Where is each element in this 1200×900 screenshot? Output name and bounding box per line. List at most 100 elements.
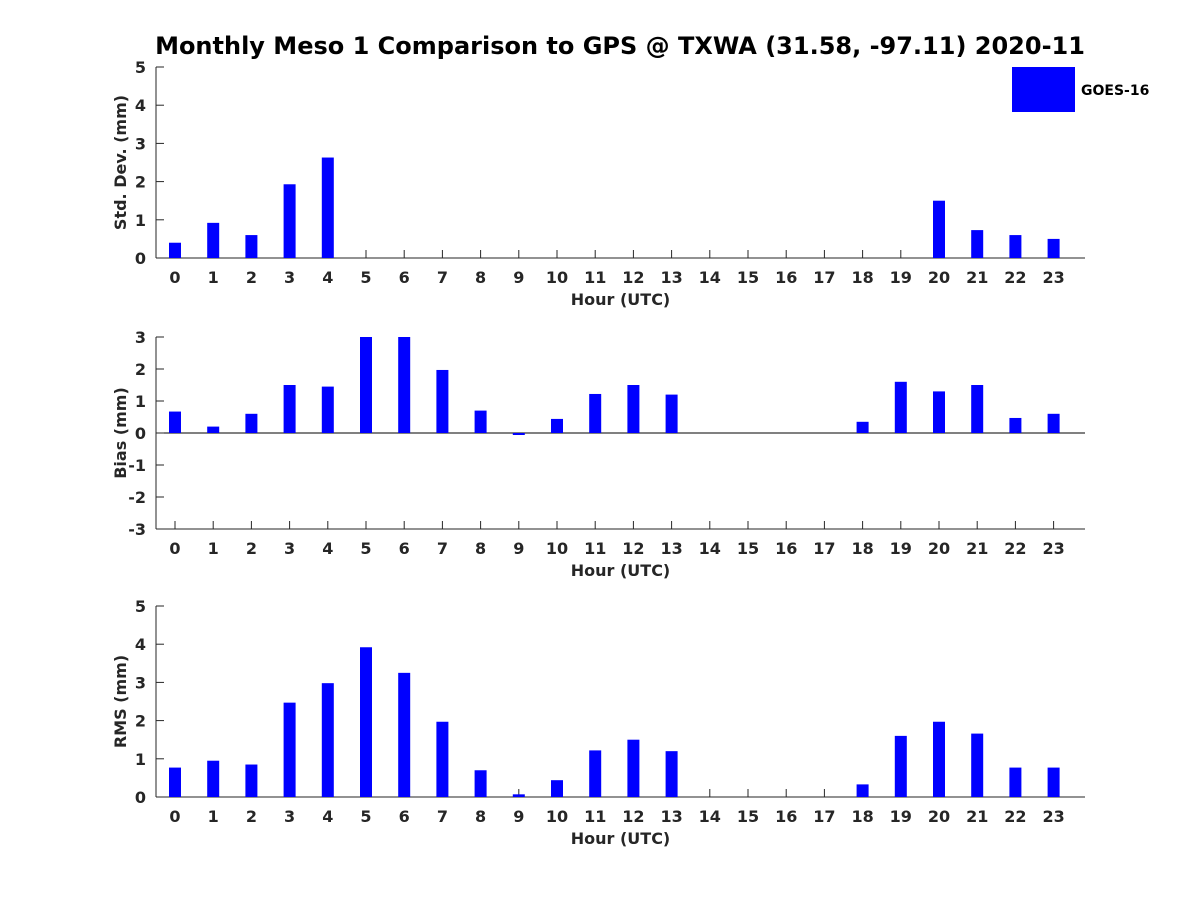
bar-bias-10 (551, 418, 563, 433)
x-tick-label: 23 (1042, 539, 1064, 558)
x-tick-label: 4 (322, 268, 333, 287)
bar-bias-9 (512, 433, 525, 435)
x-tick-label: 13 (660, 807, 682, 826)
y-tick-label: 1 (135, 750, 146, 769)
x-tick-label: 14 (699, 539, 721, 558)
x-tick-label: 1 (208, 539, 219, 558)
x-tick-label: 18 (851, 539, 873, 558)
bar-bias-8 (474, 410, 487, 433)
y-tick-label: -3 (128, 520, 146, 539)
x-tick-label: 15 (737, 268, 759, 287)
x-tick-label: 10 (546, 807, 568, 826)
legend-swatch (1012, 67, 1075, 112)
bar-rms-22 (1009, 767, 1022, 797)
bar-std-0 (169, 242, 181, 258)
x-tick-label: 0 (169, 807, 180, 826)
bar-bias-7 (436, 369, 449, 433)
x-tick-label: 17 (813, 539, 835, 558)
x-tick-label: 21 (966, 539, 988, 558)
x-tick-label: 3 (284, 268, 295, 287)
x-tick-label: 20 (928, 539, 950, 558)
bar-bias-0 (169, 411, 181, 433)
x-tick-label: 14 (699, 807, 721, 826)
bar-rms-12 (627, 739, 640, 797)
bar-rms-19 (894, 735, 907, 797)
y-tick-label: 0 (135, 249, 146, 268)
x-tick-label: 12 (622, 807, 644, 826)
x-tick-label: 9 (513, 539, 524, 558)
x-tick-label: 2 (246, 807, 257, 826)
y-tick-label: 5 (135, 597, 146, 616)
bar-rms-2 (245, 764, 258, 797)
y-axis-label: Std. Dev. (mm) (111, 95, 130, 230)
x-tick-label: 20 (928, 268, 950, 287)
bar-rms-11 (589, 750, 602, 797)
x-tick-label: 7 (437, 539, 448, 558)
bar-bias-18 (856, 421, 869, 433)
bar-bias-3 (283, 385, 296, 433)
y-tick-label: 3 (135, 134, 146, 153)
bar-rms-6 (398, 672, 411, 797)
legend-label: GOES-16 (1081, 83, 1149, 99)
bar-bias-2 (245, 413, 258, 433)
bar-bias-12 (627, 385, 640, 433)
x-tick-label: 22 (1004, 268, 1026, 287)
bar-rms-4 (321, 683, 334, 797)
x-tick-label: 8 (475, 268, 486, 287)
bar-std-3 (283, 184, 296, 258)
x-axis-label: Hour (UTC) (571, 829, 671, 848)
x-tick-label: 1 (208, 268, 219, 287)
x-tick-label: 14 (699, 268, 721, 287)
x-tick-label: 10 (546, 539, 568, 558)
bar-bias-1 (207, 426, 220, 433)
x-tick-label: 7 (437, 807, 448, 826)
bar-rms-23 (1047, 767, 1060, 797)
x-tick-label: 13 (660, 268, 682, 287)
y-tick-label: 3 (135, 673, 146, 692)
x-tick-label: 4 (322, 807, 333, 826)
x-tick-label: 5 (360, 268, 371, 287)
bar-bias-5 (360, 337, 372, 433)
bar-rms-5 (360, 647, 372, 797)
y-tick-label: 1 (135, 392, 146, 411)
bar-std-21 (971, 230, 984, 258)
x-tick-label: 5 (360, 807, 371, 826)
bar-rms-20 (933, 721, 945, 797)
y-tick-label: 2 (135, 360, 146, 379)
bar-bias-13 (665, 394, 678, 433)
y-tick-label: 1 (135, 211, 146, 230)
bar-bias-20 (933, 391, 945, 433)
y-tick-label: -1 (128, 456, 146, 475)
bar-bias-22 (1009, 417, 1022, 433)
bar-rms-21 (971, 733, 984, 797)
x-tick-label: 16 (775, 268, 797, 287)
x-tick-label: 21 (966, 268, 988, 287)
x-tick-label: 12 (622, 539, 644, 558)
x-tick-label: 16 (775, 807, 797, 826)
y-tick-label: 5 (135, 58, 146, 77)
y-tick-label: 2 (135, 712, 146, 731)
x-tick-label: 18 (851, 807, 873, 826)
bar-bias-6 (398, 337, 411, 433)
x-tick-label: 8 (475, 807, 486, 826)
x-tick-label: 9 (513, 807, 524, 826)
x-tick-label: 19 (890, 539, 912, 558)
x-tick-label: 10 (546, 268, 568, 287)
x-tick-label: 0 (169, 539, 180, 558)
x-tick-label: 19 (890, 807, 912, 826)
bar-std-23 (1047, 238, 1060, 258)
x-tick-label: 3 (284, 807, 295, 826)
x-tick-label: 22 (1004, 539, 1026, 558)
x-tick-label: 4 (322, 539, 333, 558)
bar-rms-3 (283, 702, 296, 797)
x-tick-label: 11 (584, 807, 606, 826)
x-tick-label: 0 (169, 268, 180, 287)
bar-bias-19 (894, 381, 907, 433)
bar-std-1 (207, 222, 220, 258)
x-tick-label: 2 (246, 539, 257, 558)
x-tick-label: 1 (208, 807, 219, 826)
